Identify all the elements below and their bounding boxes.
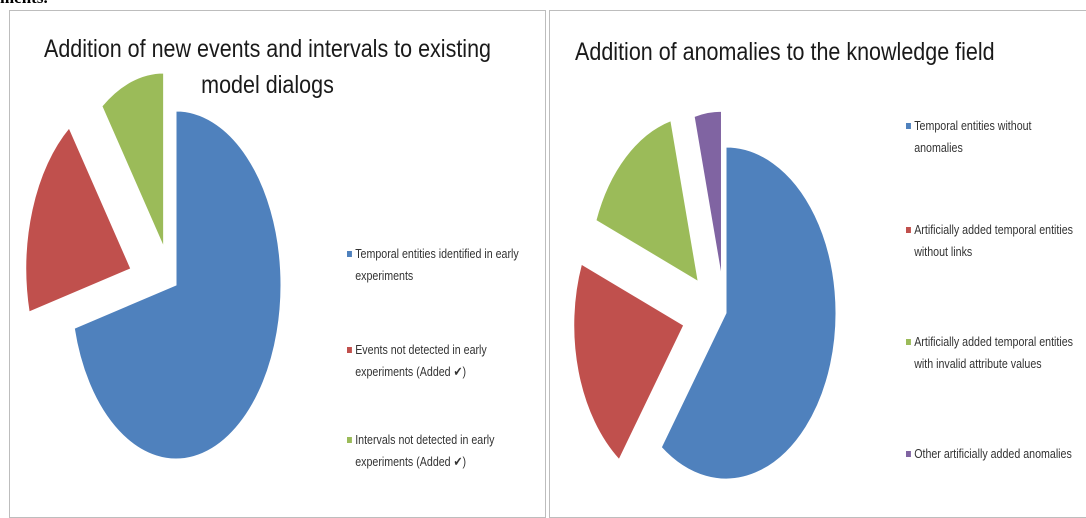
chart-panel-events-intervals: Addition of new events and intervals to …: [9, 10, 546, 518]
legend-swatch: [906, 227, 911, 233]
legend-entry: Artificially added temporal entities with…: [906, 331, 1073, 375]
legend-label: Temporal entities without anomalies: [906, 115, 1032, 159]
legend-label-line: experiments (Added ✔): [355, 454, 467, 469]
pie-slice: [573, 263, 685, 461]
legend-entry: Events not detected in early experiments …: [347, 339, 487, 383]
pie-slice: [595, 120, 699, 283]
legend-label: Temporal entities identified in early exp…: [347, 243, 519, 287]
legend-label-line: without links: [914, 244, 973, 259]
chart-title-line: Addition of new events and intervals to …: [43, 35, 491, 63]
legend-label-line: Other artificially added anomalies: [914, 446, 1072, 461]
legend-entry: Artificially added temporal entities with…: [906, 219, 1073, 263]
legend-label-line: experiments: [355, 268, 414, 283]
legend-label: Artificially added temporal entities with…: [906, 219, 1073, 263]
legend-label: Other artificially added anomalies: [906, 443, 1072, 465]
legend-label-line: Temporal entities without: [914, 118, 1032, 133]
chart-panel-anomalies: Addition of anomalies to the knowledge f…: [549, 10, 1086, 518]
legend-swatch: [347, 251, 352, 257]
legend-label: Artificially added temporal entities with…: [906, 331, 1073, 375]
legend-label-line: experiments (Added ✔): [355, 364, 467, 379]
chart-title-line: Addition of anomalies to the knowledge f…: [575, 38, 995, 66]
chart-title-line: model dialogs: [201, 71, 334, 99]
legend-entry: Intervals not detected in early experimen…: [347, 429, 494, 473]
legend-swatch: [906, 339, 911, 345]
legend-label-line: Temporal entities identified in early: [355, 246, 519, 261]
legend-label-line: with invalid attribute values: [914, 356, 1042, 371]
legend-swatch: [906, 123, 911, 129]
legend-label-line: Artificially added temporal entities: [914, 222, 1073, 237]
pie-slice: [660, 146, 837, 480]
pie-slice: [25, 127, 132, 313]
legend-label: Events not detected in early experiments …: [347, 339, 487, 383]
page-text-fragment: ments.: [0, 0, 48, 8]
chart-title: Addition of anomalies to the knowledge f…: [550, 34, 1007, 70]
legend-entry: Other artificially added anomalies: [906, 443, 1072, 465]
legend-label-line: anomalies: [914, 140, 963, 155]
legend-entry: Temporal entities identified in early exp…: [347, 243, 519, 287]
legend-swatch: [906, 451, 911, 457]
chart-title: Addition of new events and intervals to …: [29, 31, 506, 103]
legend-swatch: [347, 437, 352, 443]
pie-chart: [25, 72, 282, 460]
pie-slice: [693, 110, 722, 278]
pie-slice: [101, 72, 165, 248]
legend-label: Intervals not detected in early experimen…: [347, 429, 494, 473]
legend-swatch: [347, 347, 352, 353]
legend-label-line: Events not detected in early: [355, 342, 487, 357]
legend-label-line: Intervals not detected in early: [355, 432, 495, 447]
legend-label-line: Artificially added temporal entities: [914, 334, 1073, 349]
pie-slice: [73, 110, 282, 460]
pie-chart: [573, 110, 837, 480]
legend-entry: Temporal entities without anomalies: [906, 115, 1032, 159]
